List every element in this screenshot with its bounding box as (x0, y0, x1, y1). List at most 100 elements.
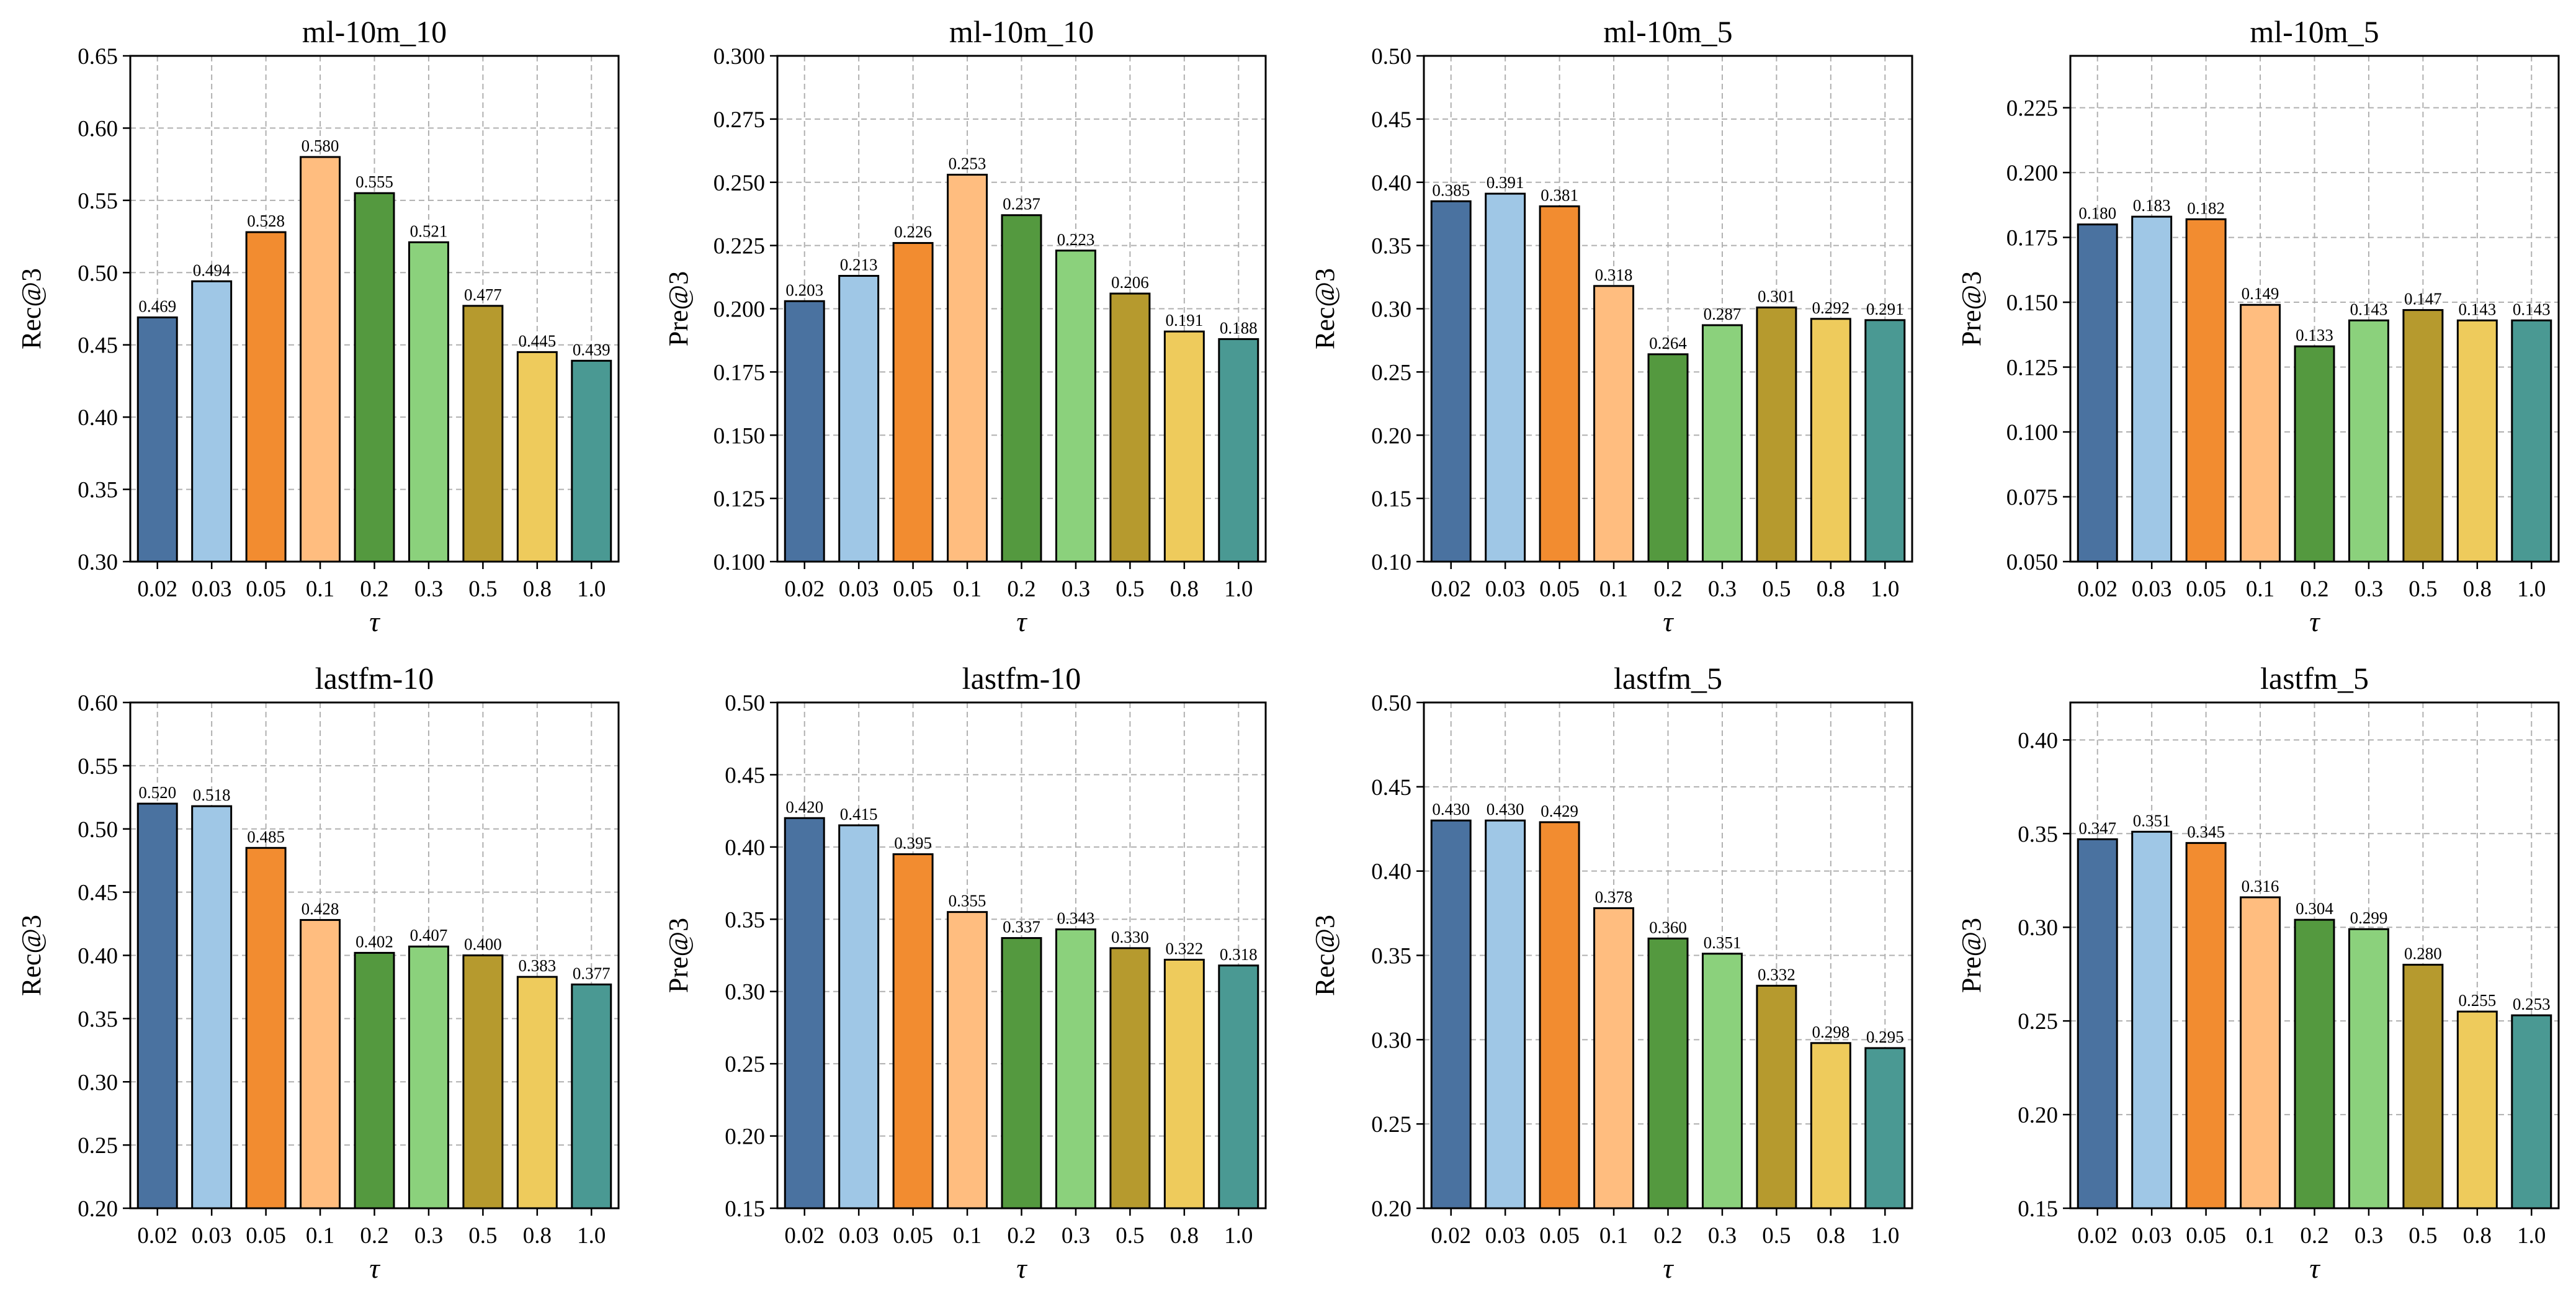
y-tick-label: 0.300 (713, 44, 765, 70)
x-tick-label: 0.8 (2463, 577, 2492, 602)
y-tick-label: 0.10 (1371, 550, 1411, 575)
chart-panel-3: ml-10m_5 0.10 0.15 0.20 0.25 0.30 0.35 0.40 0.45… (1310, 14, 1913, 637)
bar (838, 275, 880, 563)
bar-value-label: 0.304 (2296, 899, 2333, 918)
bar (2131, 830, 2173, 1209)
bar-value-label: 0.295 (1866, 1028, 1904, 1046)
x-tick-label: 0.1 (306, 577, 334, 602)
y-tick-label: 0.30 (78, 1070, 118, 1095)
bar (2402, 309, 2444, 563)
y-tick-label: 0.35 (78, 478, 118, 503)
y-tick-label: 0.25 (1371, 360, 1411, 385)
chart-panel-5: lastfm-10 0.20 0.25 0.30 0.35 0.40 0.45 0.50 0.5… (16, 661, 620, 1284)
chart-panel-4: ml-10m_5 0.050 0.075 0.100 0.125 0.150 0.175 0.… (1956, 14, 2560, 637)
bar (516, 351, 558, 563)
bar (2456, 1010, 2498, 1209)
bar-value-label: 0.360 (1649, 918, 1687, 936)
y-tick-label: 0.225 (713, 234, 765, 259)
bar (1701, 324, 1743, 563)
bar-value-label: 0.292 (1812, 298, 1849, 317)
bar-value-label: 0.485 (247, 827, 285, 846)
bar-value-label: 0.518 (193, 786, 231, 804)
bar (784, 817, 825, 1209)
bar (462, 305, 504, 563)
bar-value-label: 0.528 (247, 212, 285, 230)
bar-value-label: 0.206 (1111, 273, 1149, 292)
x-axis-label: τ (2309, 1252, 2320, 1284)
bar (462, 954, 504, 1209)
bar (1001, 937, 1042, 1209)
bar (408, 241, 449, 563)
x-tick-label: 0.3 (1708, 1223, 1737, 1249)
bar (354, 951, 395, 1209)
bar (245, 846, 287, 1209)
bar (408, 945, 449, 1209)
chart-panel-1: ml-10m_10 0.30 0.35 0.40 0.45 0.50 0.55 0.60 0.6… (16, 14, 620, 637)
bar (1539, 205, 1580, 563)
bar (2240, 896, 2281, 1209)
bar-value-label: 0.428 (302, 899, 339, 918)
y-tick-label: 0.45 (78, 333, 118, 359)
bar-value-label: 0.430 (1487, 800, 1524, 819)
y-tick-label: 0.125 (713, 487, 765, 512)
y-axis-label: Rec@3 (16, 268, 47, 349)
bar-value-label: 0.191 (1165, 311, 1203, 330)
bar (300, 156, 341, 563)
bar-value-label: 0.378 (1595, 887, 1633, 906)
y-tick-label: 0.225 (2006, 96, 2058, 122)
chart-title: ml-10m_10 (949, 14, 1094, 49)
bar-value-label: 0.400 (464, 935, 502, 954)
bar (1864, 1047, 1906, 1209)
y-tick-label: 0.275 (713, 107, 765, 133)
bar (1539, 821, 1580, 1209)
x-tick-label: 0.05 (893, 1223, 933, 1249)
x-axis-label: τ (369, 1252, 380, 1284)
x-tick-label: 0.2 (2300, 577, 2328, 602)
bar-value-label: 0.264 (1649, 334, 1687, 352)
x-tick-label: 0.03 (2132, 1223, 2172, 1249)
y-axis-label: Rec@3 (1310, 915, 1340, 996)
bar-value-label: 0.188 (1220, 318, 1258, 337)
x-tick-label: 0.1 (2246, 1223, 2274, 1249)
y-tick-label: 0.15 (725, 1196, 765, 1222)
x-tick-label: 1.0 (1871, 577, 1899, 602)
bar-value-label: 0.555 (356, 173, 393, 191)
chart-title: ml-10m_5 (1603, 14, 1732, 49)
x-axis-label: τ (1016, 606, 1027, 637)
bar-value-label: 0.407 (410, 926, 448, 945)
bar (1647, 353, 1689, 563)
x-tick-label: 1.0 (2517, 577, 2546, 602)
x-tick-label: 0.5 (2408, 1223, 2437, 1249)
bar-value-label: 0.415 (840, 805, 878, 824)
y-axis-label: Rec@3 (16, 915, 47, 996)
bar (136, 316, 178, 563)
y-tick-label: 0.55 (78, 754, 118, 779)
x-tick-label: 0.03 (2132, 577, 2172, 602)
bar (1218, 338, 1259, 563)
y-tick-label: 0.45 (1371, 107, 1411, 133)
bar (2348, 928, 2389, 1209)
bar-value-label: 0.287 (1704, 305, 1742, 323)
x-axis-label: τ (1663, 1252, 1674, 1284)
y-tick-label: 0.30 (1371, 1028, 1411, 1053)
chart-title: lastfm-10 (962, 661, 1081, 696)
plot-frame (776, 701, 1267, 1209)
x-tick-label: 0.02 (784, 1223, 825, 1249)
bar-value-label: 0.299 (2350, 909, 2388, 927)
y-tick-label: 0.050 (2006, 550, 2058, 575)
y-tick-label: 0.25 (725, 1052, 765, 1077)
y-tick-label: 0.50 (78, 817, 118, 843)
x-tick-label: 0.3 (2355, 1223, 2383, 1249)
bar-value-label: 0.213 (840, 256, 878, 274)
bar (1001, 214, 1042, 563)
x-tick-label: 0.2 (1007, 1223, 1035, 1249)
chart-title: lastfm_5 (1614, 661, 1722, 696)
bar (2511, 319, 2552, 563)
x-axis-label: τ (1016, 1252, 1027, 1284)
x-tick-label: 0.5 (1762, 1223, 1791, 1249)
x-tick-label: 0.3 (1708, 577, 1737, 602)
plot-frame (776, 55, 1267, 563)
bar (1055, 928, 1096, 1209)
x-tick-label: 0.02 (784, 577, 825, 602)
bar (1701, 953, 1743, 1209)
